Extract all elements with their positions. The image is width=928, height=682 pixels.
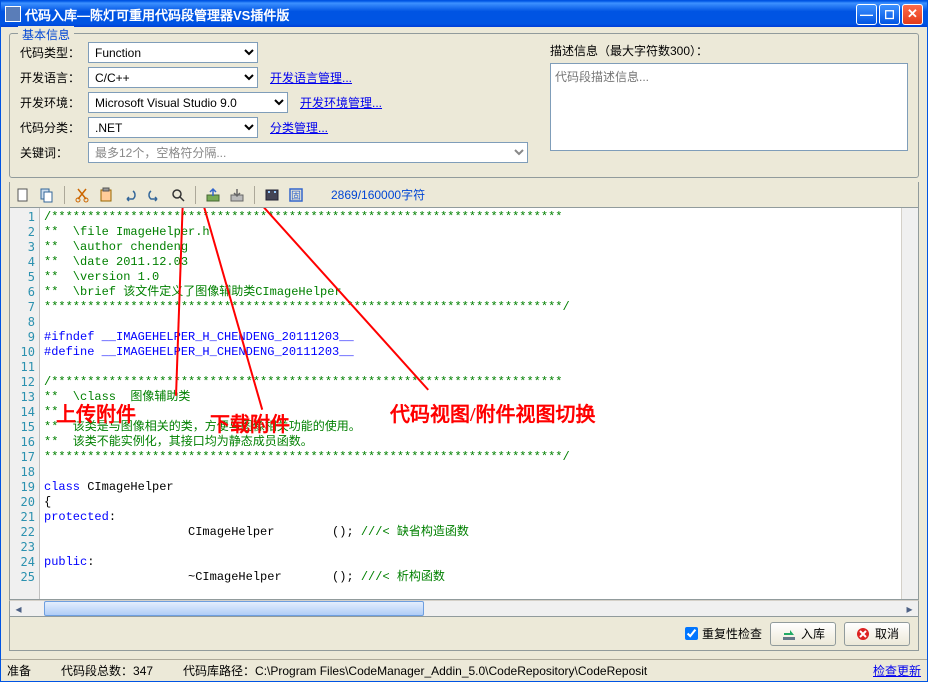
window-title: 代码入库—陈灯可重用代码段管理器VS插件版 (25, 5, 856, 24)
category-label: 代码分类： (20, 119, 88, 136)
status-bar: 准备 代码段总数：347 代码库路径：C:\Program Files\Code… (1, 659, 927, 681)
cancel-button[interactable]: 取消 (844, 622, 910, 646)
editor-toolbar: 固 2869/160000字符 (9, 182, 919, 208)
maximize-button[interactable]: ◻ (879, 4, 900, 25)
svg-text:固: 固 (291, 190, 301, 202)
check-update-link[interactable]: 检查更新 (873, 662, 921, 679)
code-type-label: 代码类型： (20, 44, 88, 61)
keyword-label: 关键词： (20, 144, 88, 161)
submit-icon (781, 626, 797, 642)
code-type-select[interactable]: Function (88, 42, 258, 63)
status-path: 代码库路径：C:\Program Files\CodeManager_Addin… (183, 662, 647, 679)
keyword-select[interactable]: 最多12个，空格符分隔... (88, 142, 528, 163)
app-icon (5, 6, 21, 22)
status-total: 代码段总数：347 (61, 662, 153, 679)
cut-icon[interactable] (73, 186, 91, 204)
repeat-check[interactable]: 重复性检查 (685, 625, 762, 642)
download-attachment-icon[interactable] (228, 186, 246, 204)
undo-icon[interactable] (121, 186, 139, 204)
vertical-scrollbar[interactable] (901, 208, 918, 599)
repeat-check-box[interactable] (685, 627, 698, 640)
dev-lang-manage-link[interactable]: 开发语言管理... (270, 69, 352, 86)
media-icon[interactable] (263, 186, 281, 204)
submit-button[interactable]: 入库 (770, 622, 836, 646)
cancel-icon (855, 626, 871, 642)
dev-env-manage-link[interactable]: 开发环境管理... (300, 94, 382, 111)
action-bar: 重复性检查 入库 取消 (9, 617, 919, 651)
dev-env-label: 开发环境： (20, 94, 88, 111)
upload-attachment-icon[interactable] (204, 186, 222, 204)
line-gutter: 1234567891011121314151617181920212223242… (10, 208, 40, 599)
new-icon[interactable] (14, 186, 32, 204)
desc-label: 描述信息（最大字符数300）： (550, 42, 908, 59)
titlebar: 代码入库—陈灯可重用代码段管理器VS插件版 — ◻ ✕ (1, 1, 927, 27)
close-button[interactable]: ✕ (902, 4, 923, 25)
code-area[interactable]: /***************************************… (40, 208, 901, 599)
group-title: 基本信息 (18, 26, 74, 43)
dev-env-select[interactable]: Microsoft Visual Studio 9.0 (88, 92, 288, 113)
desc-textarea[interactable] (550, 63, 908, 151)
toggle-view-icon[interactable]: 固 (287, 186, 305, 204)
minimize-button[interactable]: — (856, 4, 877, 25)
dev-lang-select[interactable]: C/C++ (88, 67, 258, 88)
paste-icon[interactable] (97, 186, 115, 204)
find-icon[interactable] (169, 186, 187, 204)
dev-lang-label: 开发语言： (20, 69, 88, 86)
basic-info-group: 基本信息 代码类型： Function 开发语言： C/C++ 开发语言管理..… (9, 33, 919, 178)
horizontal-scrollbar[interactable]: ◂ ▸ (9, 600, 919, 617)
status-ready: 准备 (7, 662, 31, 679)
code-editor[interactable]: 1234567891011121314151617181920212223242… (9, 208, 919, 600)
copy-icon[interactable] (38, 186, 56, 204)
category-manage-link[interactable]: 分类管理... (270, 119, 328, 136)
redo-icon[interactable] (145, 186, 163, 204)
char-count: 2869/160000字符 (331, 186, 425, 203)
category-select[interactable]: .NET (88, 117, 258, 138)
